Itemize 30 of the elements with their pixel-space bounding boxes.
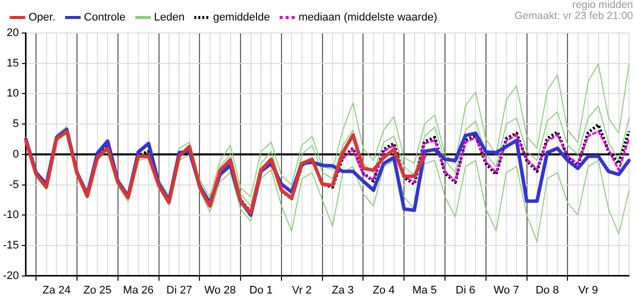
x-tick-label: Za 24 xyxy=(42,284,71,296)
legend-label: Leden xyxy=(154,12,185,24)
y-tick-label: 5 xyxy=(12,118,19,130)
y-tick-label: 20 xyxy=(6,27,19,40)
text: Gemaakt: vr 23 feb 21:00 xyxy=(514,10,633,22)
legend-label: gemiddelde xyxy=(213,12,270,24)
y-tick-label: -20 xyxy=(2,270,19,282)
x-tick-label: Do 1 xyxy=(249,284,273,296)
x-tick-label: Zo 25 xyxy=(83,284,112,296)
x-tick-label: Vr 9 xyxy=(578,284,598,296)
x-tick-label: Vr 2 xyxy=(292,284,312,296)
legend-label: Controle xyxy=(84,12,126,24)
y-tick-label: 10 xyxy=(6,88,19,100)
text: regio midden xyxy=(571,0,633,11)
x-tick-label: Ma 26 xyxy=(123,284,154,296)
y-tick-label: 15 xyxy=(6,57,19,70)
x-tick-label: Wo 28 xyxy=(204,284,236,296)
y-tick-label: -5 xyxy=(9,178,19,191)
y-tick-label: -10 xyxy=(2,209,19,222)
x-tick-label: Za 3 xyxy=(332,284,354,296)
legend-label: mediaan (middelste waarde) xyxy=(298,12,438,24)
y-tick-label: -15 xyxy=(2,239,19,252)
x-tick-label: Do 8 xyxy=(536,284,559,296)
x-tick-label: Di 6 xyxy=(456,284,476,296)
x-tick-label: Zo 4 xyxy=(372,284,395,296)
x-tick-label: Di 27 xyxy=(166,284,192,296)
y-tick-label: 0 xyxy=(12,148,19,160)
x-tick-label: Ma 5 xyxy=(412,284,437,296)
legend-label: Oper. xyxy=(28,12,56,24)
x-tick-label: Wo 7 xyxy=(494,284,520,296)
